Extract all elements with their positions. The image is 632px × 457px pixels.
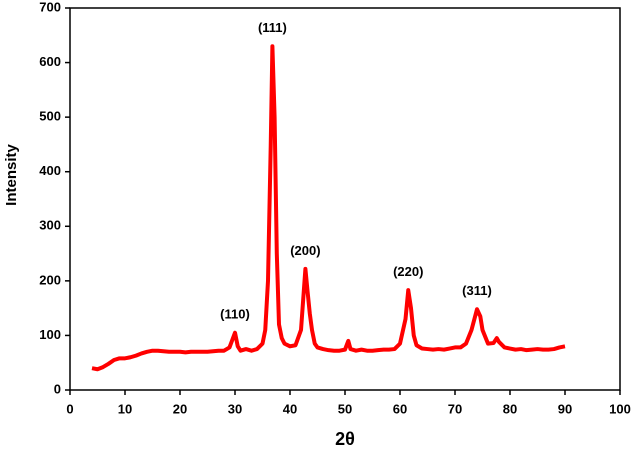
y-tick-label: 300	[39, 218, 61, 233]
x-tick-label: 80	[503, 401, 517, 416]
x-tick-label: 50	[338, 401, 352, 416]
x-tick-label: 10	[118, 401, 132, 416]
peak-annotation: (111)	[258, 20, 287, 35]
y-tick-label: 500	[39, 109, 61, 124]
x-tick-label: 60	[393, 401, 407, 416]
data-line	[91, 44, 566, 372]
peak-annotation: (311)	[462, 283, 492, 298]
y-tick-label: 600	[39, 54, 61, 69]
y-tick-label: 0	[54, 381, 61, 396]
plot-frame	[69, 7, 621, 391]
x-tick-label: 30	[228, 401, 242, 416]
x-tick-label: 90	[558, 401, 572, 416]
y-tick-label: 100	[39, 327, 61, 342]
y-tick-label: 200	[39, 272, 61, 287]
x-tick-label: 20	[173, 401, 187, 416]
x-tick-label: 40	[283, 401, 297, 416]
y-tick-label: 400	[39, 163, 61, 178]
x-tick-label: 0	[66, 401, 73, 416]
peak-annotation: (220)	[393, 264, 423, 279]
x-tick-label: 70	[448, 401, 462, 416]
y-tick-label: 700	[39, 0, 61, 14]
peak-annotation: (110)	[220, 307, 250, 322]
y-axis-label: Intensity	[3, 144, 20, 206]
peak-annotation: (200)	[290, 243, 320, 258]
x-tick-label: 100	[609, 401, 631, 416]
x-axis-label: 2θ	[335, 429, 355, 449]
